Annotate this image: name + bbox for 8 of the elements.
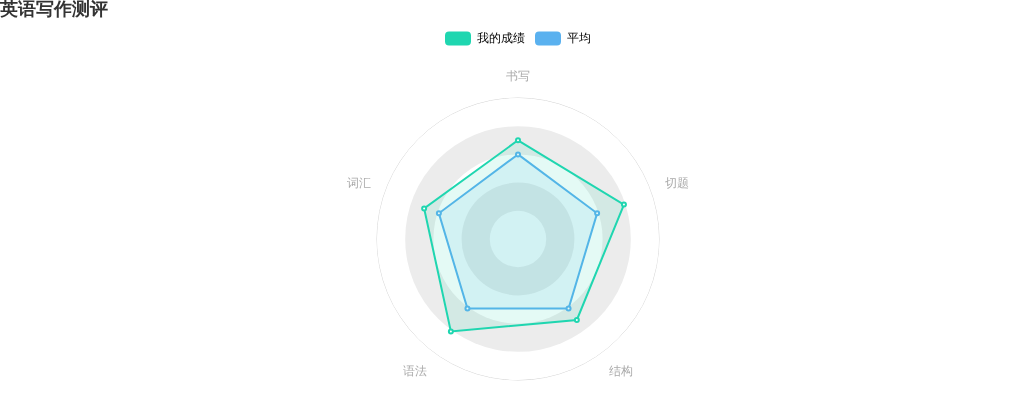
spoke-label: 词汇 — [346, 176, 371, 191]
text: 英语写作测评 — [0, 0, 108, 20]
spoke-label: 书写 — [506, 68, 530, 83]
spoke-label: 切题 — [665, 176, 690, 191]
legend-label: 平均 — [567, 30, 591, 45]
spoke-label: 结构 — [609, 363, 634, 378]
legend-label: 我的成绩 — [477, 30, 525, 45]
spoke-label: 语法 — [402, 363, 427, 378]
